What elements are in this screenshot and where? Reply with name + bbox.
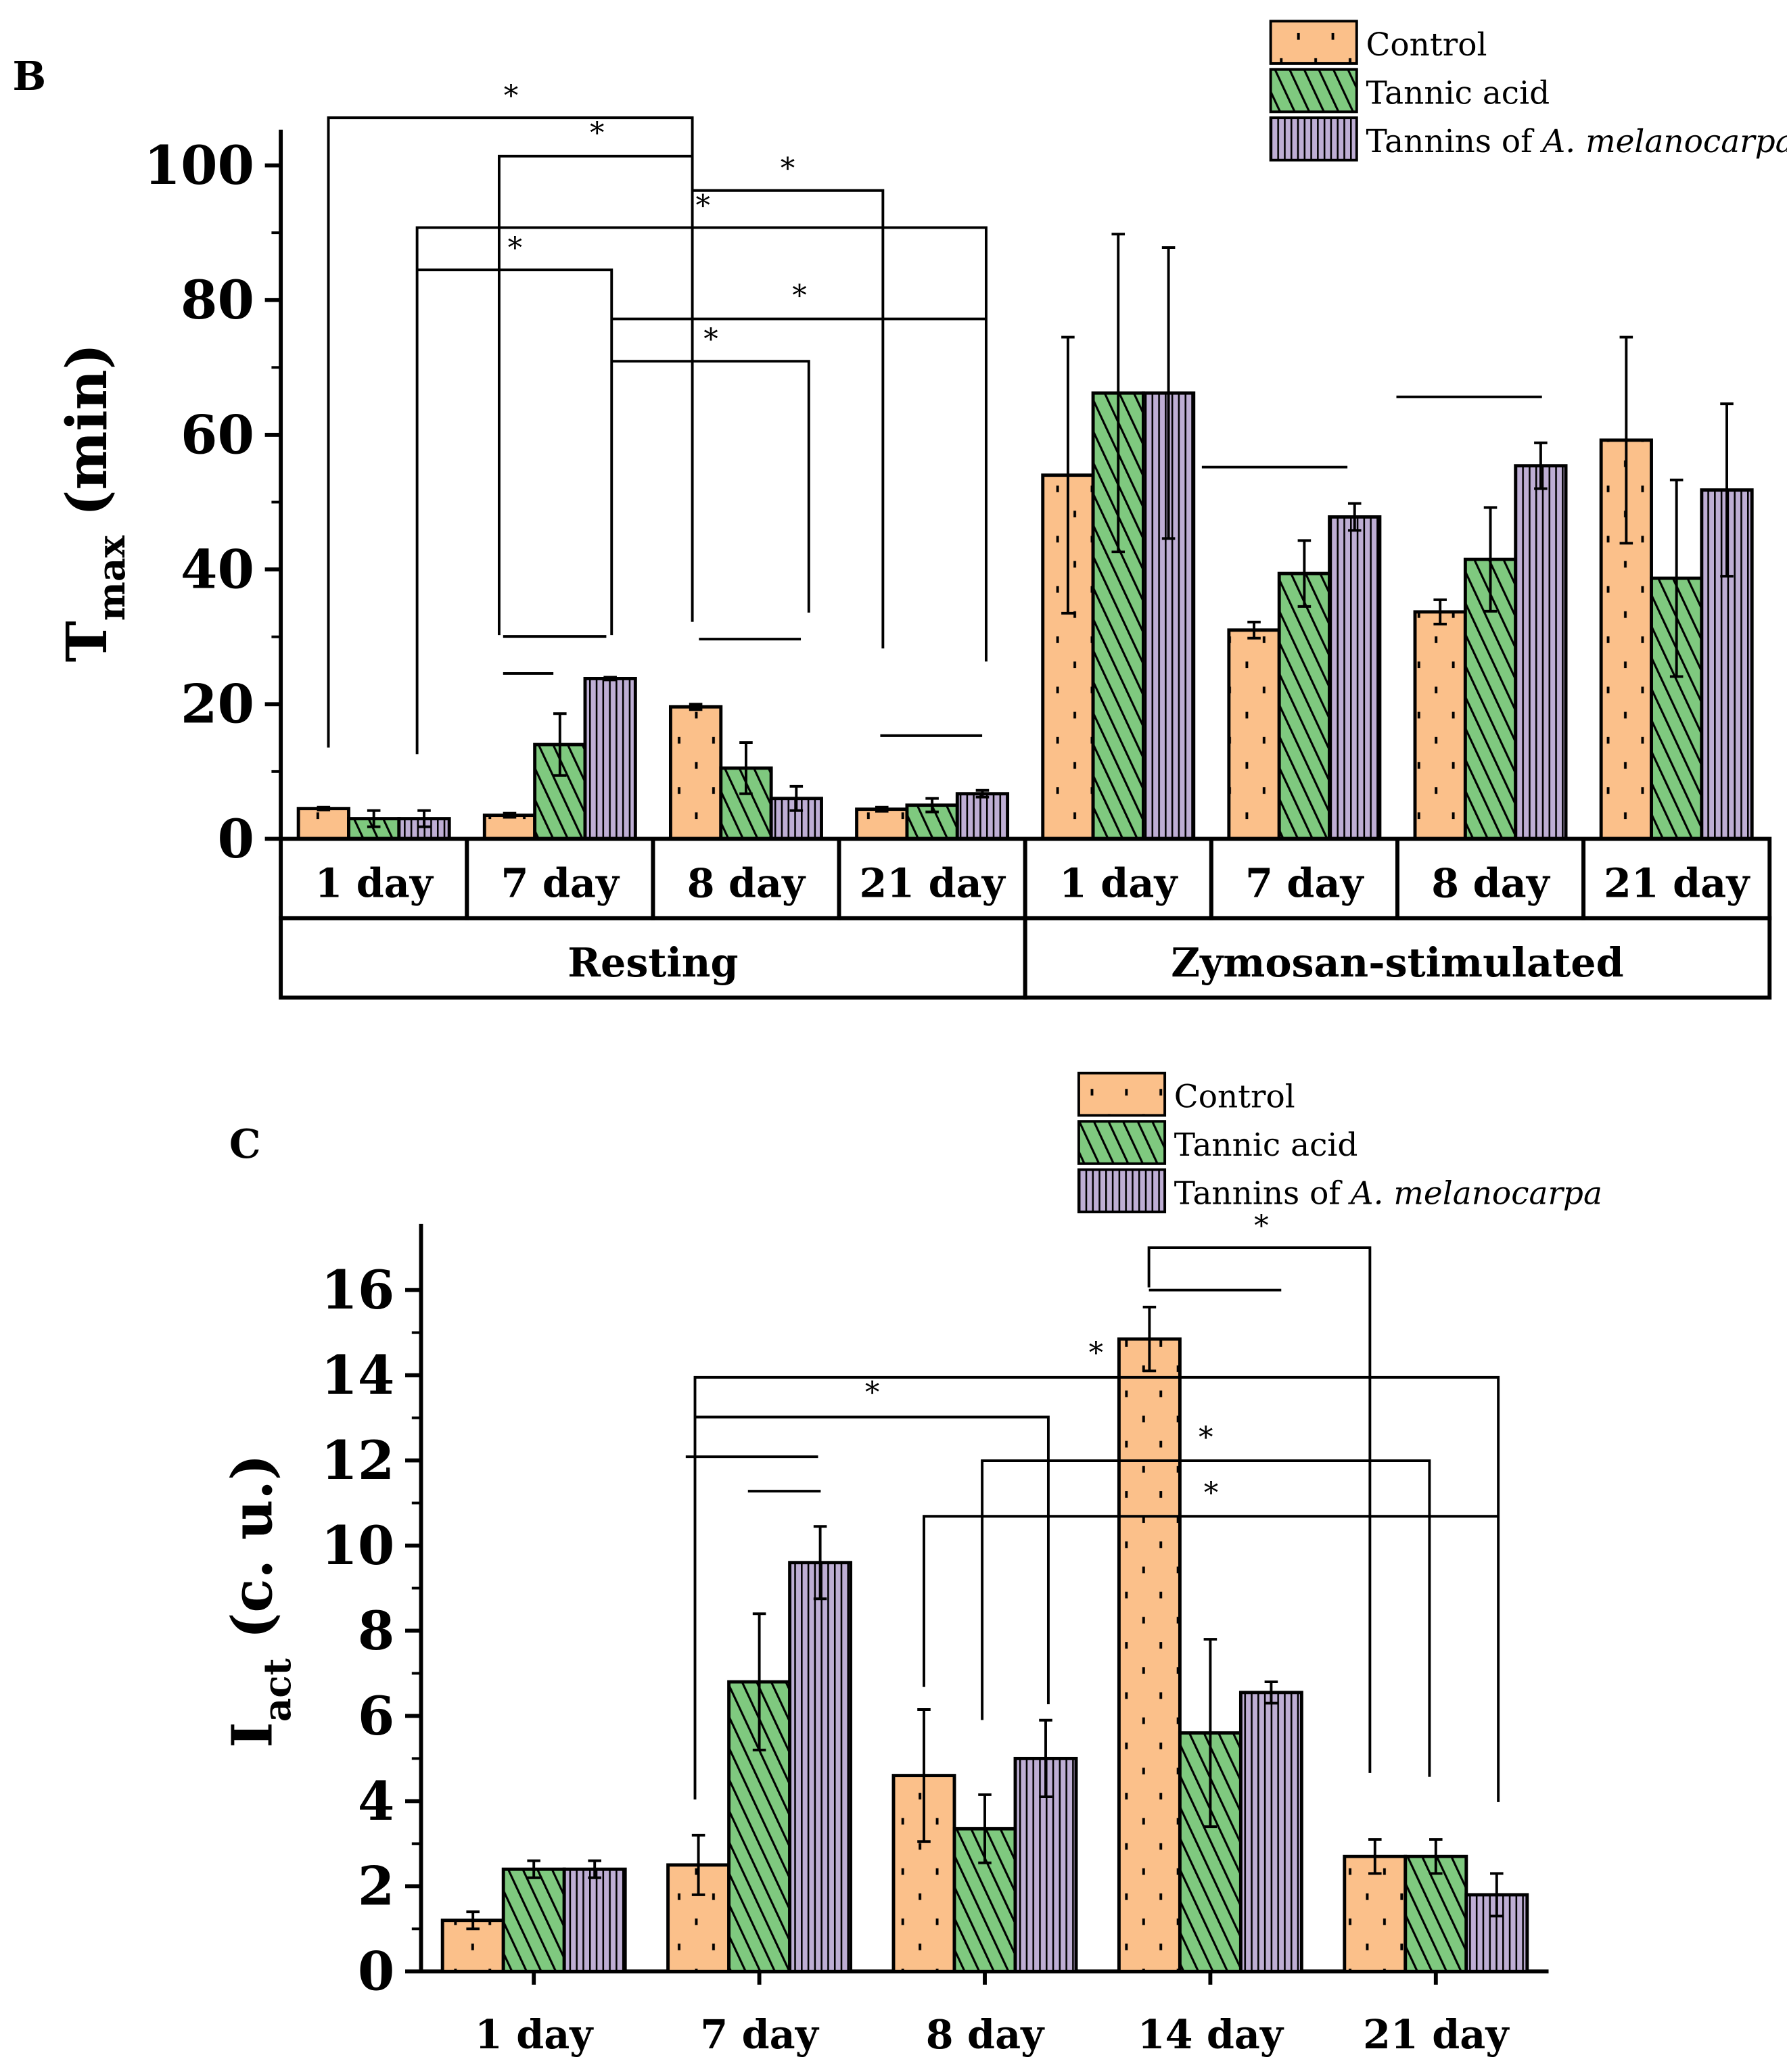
significance-star: * [703, 323, 718, 357]
x-tick-label: 14 day [1138, 2011, 1284, 2058]
significance-star: * [865, 1376, 880, 1410]
legend-label: Control [1366, 26, 1487, 64]
legend-swatch-tannic-acid [1077, 1120, 1167, 1165]
bar-tannic-acid [1403, 1854, 1468, 1973]
significance-star: * [1089, 1336, 1104, 1370]
x-tick-label: 7 day [501, 860, 620, 907]
y-tick-label: 80 [181, 270, 254, 331]
x-tick-label: 1 day [1059, 860, 1178, 907]
y-tick-label: 6 [358, 1686, 394, 1747]
legend-swatch-control [1077, 1071, 1167, 1117]
significance-bracket [611, 360, 810, 613]
significance-star: * [1199, 1421, 1213, 1455]
bar-control [1413, 610, 1467, 841]
x-tick-label: 1 day [315, 860, 434, 907]
bar-tannins [562, 1867, 627, 1973]
y-label-subscript: max [90, 535, 133, 621]
bar-tannins [955, 792, 1010, 841]
group-cell [1023, 916, 1772, 1000]
y-tick-label: 2 [358, 1856, 394, 1918]
significance-star: * [504, 80, 519, 114]
y-tick-label: 14 [321, 1345, 394, 1407]
x-tick-label: 1 day [475, 2011, 594, 2058]
bar-tannins [788, 1561, 853, 1973]
significance-star: * [781, 152, 795, 186]
significance-bracket [695, 1415, 1050, 1705]
legend-swatch-tannins [1269, 116, 1358, 162]
legend-label: Tannic acid [1366, 75, 1550, 112]
y-tick-label: 0 [358, 1941, 394, 2003]
significance-bracket [415, 226, 988, 755]
x-tick-label: 21 day [1604, 860, 1750, 907]
significance-bracket [327, 116, 694, 748]
bar-tannic-acid [1277, 571, 1332, 841]
y-tick-label: 4 [358, 1771, 394, 1833]
bar-control [1227, 628, 1281, 841]
legend-label: Tannins of A. melanocarpa [1174, 1175, 1602, 1212]
significance-bracket [923, 1515, 1499, 1687]
bar-control [668, 705, 723, 841]
bar-tannins [1328, 515, 1382, 841]
bar-tannins [1514, 464, 1568, 841]
legend-label: Tannic acid [1174, 1127, 1358, 1164]
legend-label-text: Tannins of [1174, 1175, 1351, 1212]
bar-tannins [583, 677, 637, 841]
legend-label-species: A. melanocarpa [1539, 123, 1787, 160]
y-label-unit: (min) [55, 344, 120, 536]
x-tick-label: 7 day [700, 2011, 819, 2058]
y-tick-label: 20 [181, 674, 254, 736]
y-tick-label: 40 [181, 540, 254, 601]
y-tick-label: 10 [321, 1515, 394, 1577]
x-tick-label: 21 day [859, 860, 1006, 907]
bar-tannins [1238, 1691, 1303, 1973]
legend-label-text: Tannins of [1366, 123, 1542, 160]
bar-control [296, 807, 350, 841]
significance-star: * [695, 189, 710, 223]
y-tick-label: 16 [321, 1260, 394, 1321]
group-label: Resting [567, 939, 738, 986]
significance-star: * [792, 279, 807, 313]
bar-tannic-acid [501, 1867, 566, 1973]
significance-bracket [417, 268, 613, 636]
significance-star: * [590, 116, 605, 150]
y-tick-label: 0 [218, 809, 254, 870]
legend-label: Tannins of A. melanocarpa [1366, 123, 1787, 160]
significance-star: * [1204, 1477, 1219, 1511]
y-axis-label: Tmax (min) [55, 344, 133, 662]
legend-swatch-tannins [1077, 1168, 1167, 1214]
y-tick-label: 100 [144, 135, 254, 197]
x-tick-label: 8 day [926, 2011, 1045, 2058]
legend-label-species: A. melanocarpa [1348, 1175, 1602, 1212]
significance-star: * [1254, 1209, 1269, 1243]
y-tick-label: 8 [358, 1601, 394, 1662]
x-tick-label: 8 day [1431, 860, 1550, 907]
significance-bracket [1147, 1246, 1372, 1773]
significance-bracket [981, 1459, 1431, 1777]
legend-swatch-tannic-acid [1269, 68, 1358, 114]
y-label-main: I [220, 1722, 285, 1747]
bar-control [482, 814, 537, 841]
y-tick-label: 12 [321, 1430, 394, 1492]
y-label-main: T [55, 621, 120, 662]
group-label: Zymosan-stimulated [1171, 939, 1623, 986]
y-label-subscript: act [256, 1657, 299, 1722]
significance-star: * [508, 232, 523, 266]
x-tick-label: 8 day [687, 860, 806, 907]
x-tick-label: 7 day [1245, 860, 1364, 907]
significance-bracket [692, 189, 885, 649]
x-tick-label: 21 day [1363, 2011, 1510, 2058]
significance-bracket [693, 1375, 1500, 1802]
legend-swatch-control [1269, 20, 1358, 65]
legend-label: Control [1174, 1079, 1295, 1116]
bar-control [855, 807, 909, 841]
significance-bracket [497, 154, 693, 636]
y-label-unit: (c. u.) [220, 1454, 285, 1658]
y-axis-label: Iact (c. u.) [220, 1454, 298, 1748]
y-tick-label: 60 [181, 404, 254, 466]
bar-control [1117, 1337, 1182, 1973]
panel-label: B [13, 53, 47, 99]
panel-label: C [229, 1121, 261, 1167]
